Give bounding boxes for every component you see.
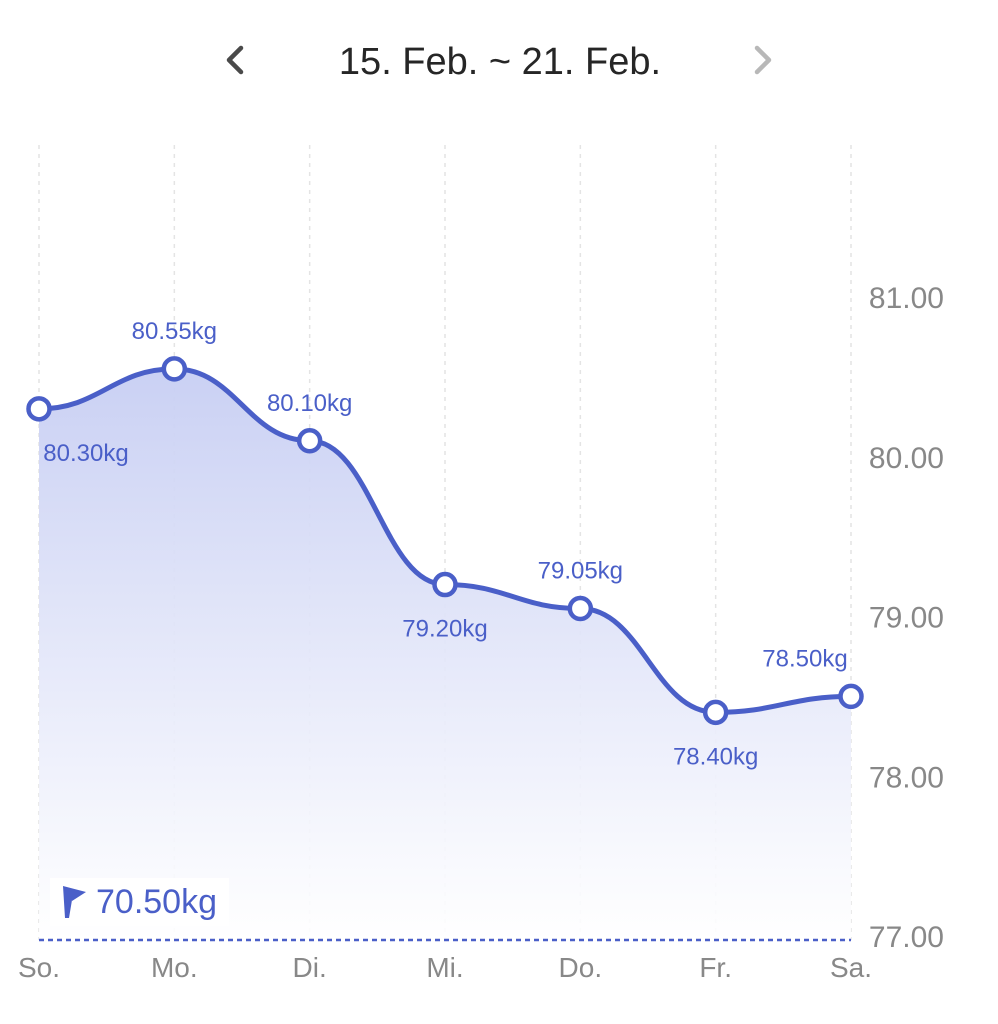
data-point-0[interactable]	[26, 396, 52, 422]
y-tick-label-2: 79.00	[869, 602, 944, 635]
data-point-3[interactable]	[432, 571, 458, 598]
data-label-0: 80.30kg	[43, 440, 128, 467]
date-range-title: 15. Feb. ~ 21. Feb.	[338, 41, 662, 83]
x-tick-label-5: Fr.	[699, 952, 732, 983]
y-tick-label-0: 77.00	[869, 921, 944, 954]
x-tick-label-3: Mi.	[426, 952, 463, 983]
data-point-6[interactable]	[838, 683, 864, 710]
data-label-1: 80.55kg	[132, 318, 217, 345]
x-tick-label-4: Do.	[559, 952, 603, 983]
goal-weight-badge: 70.50kg	[50, 878, 229, 926]
data-label-2: 80.10kg	[267, 390, 352, 417]
data-label-4: 79.05kg	[538, 558, 623, 585]
header: 15. Feb. ~ 21. Feb.	[0, 0, 998, 120]
chevron-left-icon	[226, 45, 244, 75]
y-tick-label-4: 81.00	[869, 282, 944, 315]
x-tick-label-0: So.	[18, 952, 60, 983]
x-tick-label-6: Sa.	[830, 952, 872, 983]
next-week-button[interactable]	[733, 30, 793, 90]
data-label-6: 78.50kg	[762, 645, 847, 672]
flag-icon	[63, 886, 86, 918]
y-tick-label-3: 80.00	[869, 442, 944, 475]
data-point-2[interactable]	[296, 428, 323, 454]
goal-weight-label: 70.50kg	[96, 882, 217, 921]
y-tick-label-1: 78.00	[869, 761, 944, 794]
chevron-right-icon	[754, 45, 772, 75]
x-tick-label-2: Di.	[293, 952, 327, 983]
area-fill	[39, 368, 851, 940]
x-tick-label-1: Mo.	[151, 952, 198, 983]
data-point-5[interactable]	[702, 699, 729, 726]
data-point-4[interactable]	[567, 595, 594, 622]
previous-week-button[interactable]	[205, 30, 265, 90]
data-point-1[interactable]	[161, 356, 188, 382]
data-label-5: 78.40kg	[673, 743, 758, 770]
data-label-3: 79.20kg	[402, 616, 487, 643]
